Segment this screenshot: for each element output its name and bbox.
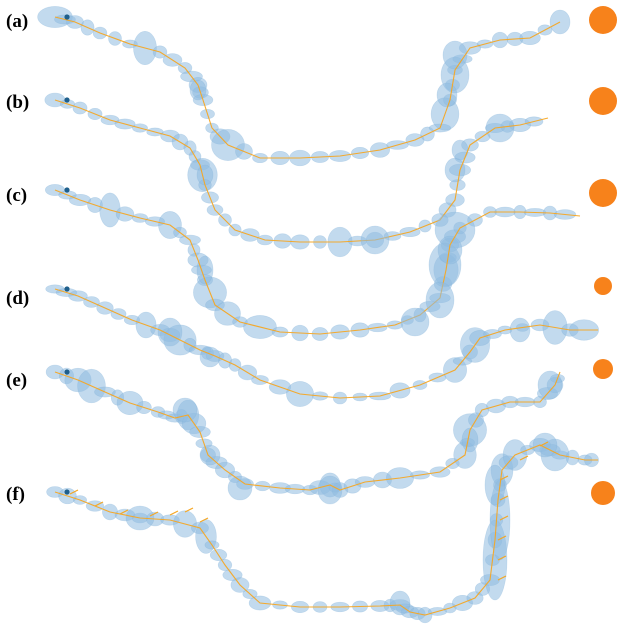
trajectory-f bbox=[54, 444, 598, 616]
start-marker-d bbox=[64, 286, 70, 292]
goal-marker-a bbox=[589, 6, 617, 34]
uncertainty-ellipse bbox=[360, 225, 390, 255]
trajectory-e bbox=[54, 371, 561, 491]
direction-arrow bbox=[499, 475, 509, 481]
uncertainty-ellipse bbox=[485, 113, 515, 143]
uncertainty-ellipse bbox=[532, 432, 558, 458]
direction-arrow bbox=[499, 495, 509, 501]
direction-arrow bbox=[199, 517, 209, 523]
goal-marker-d bbox=[594, 277, 612, 295]
arrows-f bbox=[69, 441, 549, 581]
panel-b: (b) bbox=[6, 87, 617, 258]
panel-label-c: (c) bbox=[6, 185, 27, 206]
uncertainty-ellipse bbox=[189, 79, 207, 101]
direction-arrow bbox=[69, 489, 79, 495]
ellipses-f bbox=[46, 432, 599, 624]
goal-marker-c bbox=[589, 179, 617, 207]
uncertainty-ellipse bbox=[400, 307, 430, 337]
panel-label-f: (f) bbox=[6, 484, 25, 505]
direction-arrow bbox=[497, 575, 507, 581]
trajectory-b bbox=[54, 99, 549, 243]
panel-f: (f) bbox=[6, 432, 615, 624]
ellipses-a bbox=[37, 6, 571, 167]
uncertainty-ellipse bbox=[509, 317, 531, 343]
panel-label-a: (a) bbox=[6, 11, 28, 32]
goal-marker-f bbox=[591, 481, 615, 505]
trajectory-c bbox=[54, 189, 581, 335]
direction-arrow bbox=[119, 509, 129, 515]
direction-arrow bbox=[519, 455, 529, 461]
goal-marker-b bbox=[589, 87, 617, 115]
direction-arrow bbox=[539, 441, 549, 447]
uncertainty-ellipse bbox=[436, 82, 458, 108]
start-marker-a bbox=[64, 14, 70, 20]
panel-label-b: (b) bbox=[6, 92, 29, 113]
start-marker-c bbox=[64, 187, 70, 193]
direction-arrow bbox=[499, 515, 509, 521]
uncertainty-ellipse bbox=[196, 255, 214, 285]
panel-label-e: (e) bbox=[6, 370, 27, 391]
start-marker-f bbox=[64, 489, 70, 495]
trajectory-d bbox=[54, 288, 598, 399]
panel-a: (a) bbox=[6, 6, 617, 167]
panel-label-d: (d) bbox=[6, 288, 29, 309]
goal-marker-e bbox=[593, 359, 613, 379]
uncertainty-ellipse bbox=[389, 590, 411, 616]
uncertainty-ellipse bbox=[461, 427, 479, 453]
start-marker-b bbox=[64, 97, 70, 103]
ellipses-d bbox=[45, 281, 599, 407]
panel-c: (c) bbox=[6, 179, 617, 342]
uncertainty-ellipse bbox=[157, 317, 183, 347]
uncertainty-ellipse bbox=[196, 164, 214, 186]
direction-arrow bbox=[94, 501, 104, 507]
direction-arrow bbox=[497, 555, 507, 561]
direction-arrow bbox=[184, 507, 194, 513]
uncertainty-ellipse bbox=[444, 157, 466, 183]
uncertainty-ellipse bbox=[442, 40, 468, 70]
uncertainty-ellipse bbox=[437, 235, 463, 265]
uncertainty-ellipse bbox=[484, 464, 506, 506]
direction-arrow bbox=[169, 510, 179, 516]
uncertainty-ellipse bbox=[227, 475, 253, 501]
uncertainty-ellipse bbox=[317, 475, 343, 505]
uncertainty-ellipse bbox=[537, 370, 563, 400]
direction-arrow bbox=[149, 511, 159, 517]
start-marker-e bbox=[64, 369, 70, 375]
panel-d: (d) bbox=[6, 277, 612, 407]
uncertainty-ellipse bbox=[172, 397, 198, 423]
trajectory-a bbox=[54, 16, 561, 159]
uncertainty-ellipse bbox=[425, 281, 455, 319]
uncertainty-ellipse bbox=[199, 444, 221, 466]
direction-arrow bbox=[497, 535, 507, 541]
panel-e: (e) bbox=[6, 359, 613, 505]
